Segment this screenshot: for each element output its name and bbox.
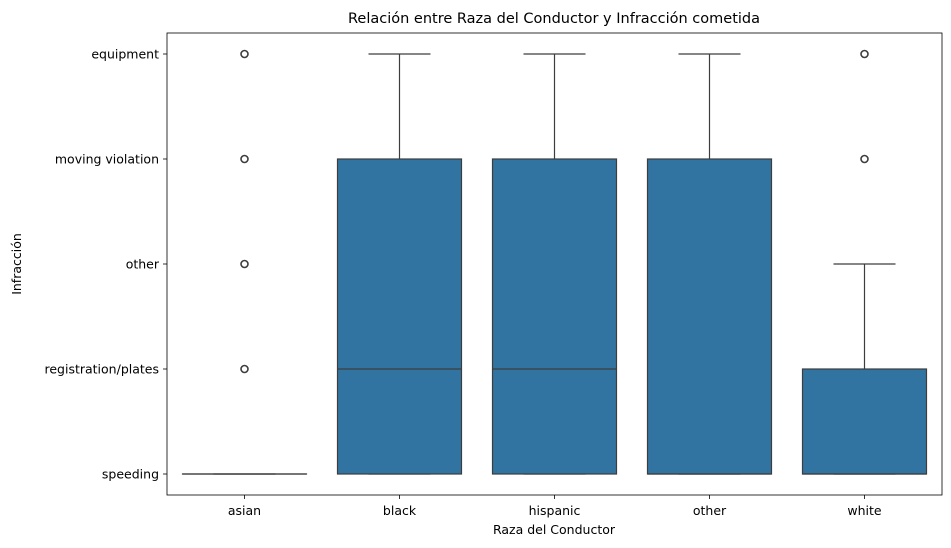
outlier-point	[240, 364, 249, 374]
iqr-box	[491, 158, 618, 475]
outlier-point	[240, 154, 249, 164]
iqr-box	[801, 368, 928, 475]
y-axis-label: Infracción	[9, 233, 24, 295]
box-other	[646, 53, 773, 475]
x-tick-label: asian	[228, 503, 261, 518]
x-tick-label: white	[847, 503, 882, 518]
plot-area	[181, 49, 928, 475]
box-hispanic	[491, 53, 618, 475]
outlier-point	[860, 154, 869, 164]
y-tick-label: moving violation	[55, 152, 159, 167]
y-axis: speeding registration/plates other moving v…	[44, 47, 167, 482]
box-white	[801, 49, 928, 475]
y-tick-label: other	[126, 257, 160, 272]
y-tick-label: registration/plates	[44, 362, 159, 377]
x-tick-label: black	[383, 503, 417, 518]
outlier-point	[240, 259, 249, 269]
y-tick-label: equipment	[91, 47, 159, 62]
x-axis-label: Raza del Conductor	[493, 522, 616, 537]
box-black	[336, 53, 463, 475]
iqr-box	[336, 158, 463, 475]
y-tick-label: speeding	[102, 467, 159, 482]
outlier-point	[860, 49, 869, 59]
box-asian	[181, 49, 308, 475]
x-tick-label: hispanic	[529, 503, 581, 518]
chart-title: Relación entre Raza del Conductor y Infr…	[348, 11, 760, 27]
x-axis: asian black hispanic other white	[228, 495, 882, 518]
x-tick-label: other	[693, 503, 727, 518]
outlier-point	[240, 49, 249, 59]
iqr-box	[646, 158, 773, 475]
